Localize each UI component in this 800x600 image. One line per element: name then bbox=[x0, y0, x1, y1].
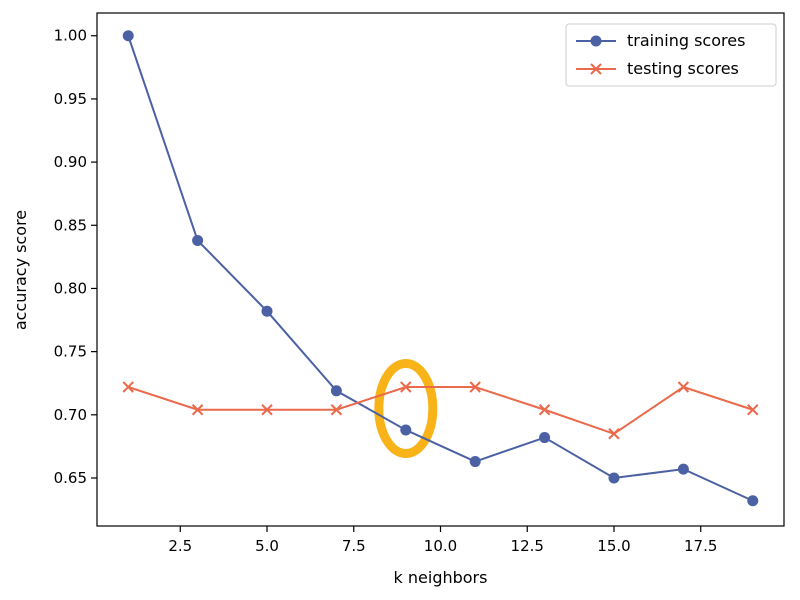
x-tick-label: 7.5 bbox=[342, 537, 366, 555]
data-point bbox=[330, 385, 342, 397]
y-tick-label: 0.65 bbox=[54, 469, 87, 487]
y-tick-label: 0.95 bbox=[54, 90, 87, 108]
y-tick-label: 0.70 bbox=[54, 406, 87, 424]
data-point bbox=[538, 404, 551, 416]
data-point bbox=[261, 305, 273, 317]
legend: training scores testing scores bbox=[565, 23, 777, 87]
data-point bbox=[469, 381, 481, 393]
data-point bbox=[191, 404, 204, 416]
data-point bbox=[261, 404, 273, 416]
legend-label: testing scores bbox=[627, 59, 739, 78]
x-tick-label: 2.5 bbox=[168, 537, 192, 555]
x-tick-label: 12.5 bbox=[511, 537, 544, 555]
y-tick-label: 0.85 bbox=[54, 216, 87, 234]
annotation-layer bbox=[374, 358, 438, 458]
series-layer bbox=[122, 30, 759, 507]
legend-label: training scores bbox=[627, 31, 745, 50]
x-axis-label: k neighbors bbox=[394, 568, 488, 587]
data-point bbox=[192, 234, 204, 246]
data-point bbox=[400, 424, 412, 436]
y-tick-label: 1.00 bbox=[54, 27, 87, 45]
series-line-0 bbox=[127, 35, 754, 502]
y-axis-label: accuracy score bbox=[11, 210, 30, 330]
axis-ticks: 2.5 5.0 7.5 10.0 12.5 15.0 17.5 0.65 0.70 0.75 0.8… bbox=[54, 27, 718, 555]
x-tick-label: 5.0 bbox=[255, 537, 279, 555]
x-tick-label: 17.5 bbox=[684, 537, 717, 555]
data-point bbox=[122, 30, 134, 42]
plot-area-frame bbox=[96, 12, 785, 527]
data-point bbox=[677, 381, 690, 393]
data-point bbox=[330, 404, 343, 416]
y-tick-label: 0.80 bbox=[54, 279, 87, 297]
data-point bbox=[400, 381, 412, 393]
x-tick-label: 15.0 bbox=[597, 537, 630, 555]
series-line-1 bbox=[127, 385, 754, 435]
data-point bbox=[747, 495, 759, 507]
data-point bbox=[608, 472, 620, 484]
legend-box bbox=[565, 23, 777, 87]
legend-marker bbox=[590, 35, 602, 47]
y-tick-label: 0.90 bbox=[54, 153, 87, 171]
data-point bbox=[469, 456, 481, 468]
legend-marker bbox=[590, 63, 602, 75]
highlight-ellipse bbox=[374, 358, 438, 458]
data-point bbox=[539, 432, 551, 444]
data-point bbox=[677, 463, 689, 475]
data-point bbox=[747, 404, 759, 416]
x-tick-label: 10.0 bbox=[424, 537, 457, 555]
data-point bbox=[608, 428, 620, 440]
y-tick-label: 0.75 bbox=[54, 343, 87, 361]
data-point bbox=[122, 381, 134, 393]
